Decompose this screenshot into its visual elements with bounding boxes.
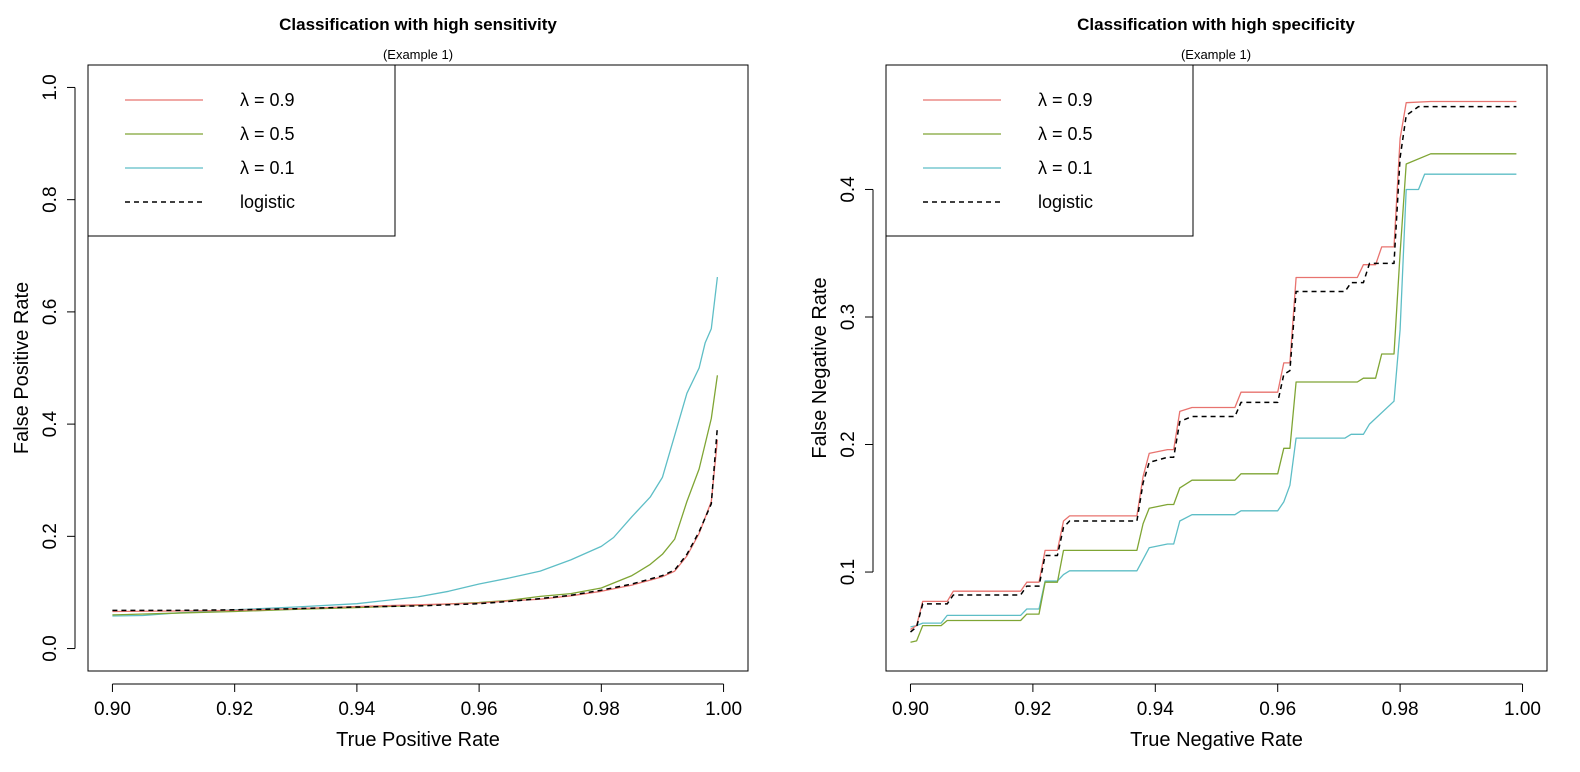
x-tick-label: 0.98 xyxy=(1382,699,1419,720)
chart-title: Classification with high sensitivity xyxy=(279,15,557,34)
legend: λ = 0.9 λ = 0.5 λ = 0.1 logistic xyxy=(87,64,396,237)
series-line-0-5 xyxy=(910,153,1517,643)
y-tick-label: 0.1 xyxy=(838,559,859,585)
x-tick-label: 0.96 xyxy=(1259,699,1296,720)
y-tick-label: 0.6 xyxy=(40,299,61,325)
series-line-0-1 xyxy=(112,277,719,617)
x-tick-label: 0.92 xyxy=(216,699,253,720)
legend-label: λ = 0.9 xyxy=(240,90,295,110)
y-axis-label: False Negative Rate xyxy=(809,277,831,458)
y-tick-label: 0.0 xyxy=(40,635,61,661)
legend-label: logistic xyxy=(1038,192,1093,212)
y-tick-label: 0.2 xyxy=(40,523,61,549)
x-tick-label: 0.90 xyxy=(892,699,929,720)
panel-high-specificity: Classification with high specificity (Exa… xyxy=(809,15,1548,751)
y-tick-label: 0.2 xyxy=(838,431,859,457)
x-tick-label: 1.00 xyxy=(705,699,742,720)
x-axis-label: True Positive Rate xyxy=(336,729,500,751)
series-line-logistic xyxy=(112,426,719,612)
chart-subtitle: (Example 1) xyxy=(383,47,453,62)
x-tick-label: 0.90 xyxy=(94,699,131,720)
y-tick-label: 0.4 xyxy=(838,176,859,203)
x-tick-label: 0.98 xyxy=(583,699,620,720)
legend-label: λ = 0.1 xyxy=(240,158,295,178)
x-tick-label: 0.92 xyxy=(1014,699,1051,720)
y-tick-label: 0.3 xyxy=(838,304,859,330)
y-axis-label: False Positive Rate xyxy=(11,282,33,454)
series-line-0-5 xyxy=(112,375,719,616)
panel-high-sensitivity: Classification with high sensitivity (Exa… xyxy=(11,15,749,751)
legend-label: λ = 0.5 xyxy=(1038,124,1093,144)
x-tick-label: 0.96 xyxy=(461,699,498,720)
legend-label: λ = 0.1 xyxy=(1038,158,1093,178)
series-line-0-9 xyxy=(910,100,1517,630)
x-axis: 0.90 0.92 0.94 0.96 0.98 1.00 xyxy=(94,683,742,720)
series-group xyxy=(910,100,1517,643)
y-tick-label: 1.0 xyxy=(40,74,61,100)
legend-label: λ = 0.9 xyxy=(1038,90,1093,110)
plot-frame xyxy=(87,64,749,672)
y-tick-label: 0.4 xyxy=(40,410,61,437)
plot-frame xyxy=(885,64,1548,672)
x-tick-label: 0.94 xyxy=(1137,699,1174,720)
series-line-logistic xyxy=(910,105,1517,633)
series-group xyxy=(112,277,719,617)
legend-label: λ = 0.5 xyxy=(240,124,295,144)
x-axis-label: True Negative Rate xyxy=(1130,729,1303,751)
chart-title: Classification with high specificity xyxy=(1077,15,1355,34)
legend: λ = 0.9 λ = 0.5 λ = 0.1 logistic xyxy=(885,64,1194,237)
y-axis: 0.0 0.2 0.4 0.6 0.8 1.0 xyxy=(40,74,76,662)
legend-box xyxy=(87,64,396,237)
legend-box xyxy=(885,64,1194,237)
legend-label: logistic xyxy=(240,192,295,212)
x-axis: 0.90 0.92 0.94 0.96 0.98 1.00 xyxy=(892,683,1541,720)
chart-subtitle: (Example 1) xyxy=(1181,47,1251,62)
x-tick-label: 0.94 xyxy=(338,699,375,720)
x-tick-label: 1.00 xyxy=(1504,699,1541,720)
y-tick-label: 0.8 xyxy=(40,186,61,212)
y-axis: 0.1 0.2 0.3 0.4 xyxy=(838,176,874,585)
series-line-0-1 xyxy=(910,173,1517,628)
